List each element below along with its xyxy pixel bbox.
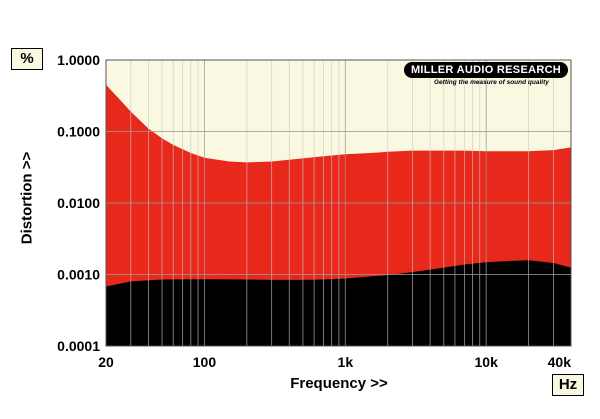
logo: MILLER AUDIO RESEARCH Getting the measur… — [404, 62, 568, 88]
logo-tagline: Getting the measure of sound quality — [434, 79, 549, 86]
y-tick-label: 0.1000 — [57, 124, 100, 140]
y-tick-label: 0.0010 — [57, 267, 100, 283]
x-unit-label: Hz — [552, 374, 584, 396]
x-tick-label: 20 — [98, 354, 114, 370]
plot-border — [105, 59, 572, 347]
x-tick-label: 100 — [193, 354, 217, 370]
x-tick-label: 40k — [548, 354, 572, 370]
y-tick-label: 0.0100 — [57, 195, 100, 211]
y-tick-label: 0.0001 — [57, 338, 100, 354]
y-axis-title: Distortion >> — [18, 151, 36, 245]
y-tick-label: 1.0000 — [57, 52, 100, 68]
x-tick-label: 1k — [338, 354, 354, 370]
logo-text: MILLER AUDIO RESEARCH — [404, 62, 568, 78]
y-unit-label: % — [11, 48, 43, 70]
x-axis-title: Frequency >> — [290, 375, 388, 392]
x-tick-label: 10k — [475, 354, 499, 370]
